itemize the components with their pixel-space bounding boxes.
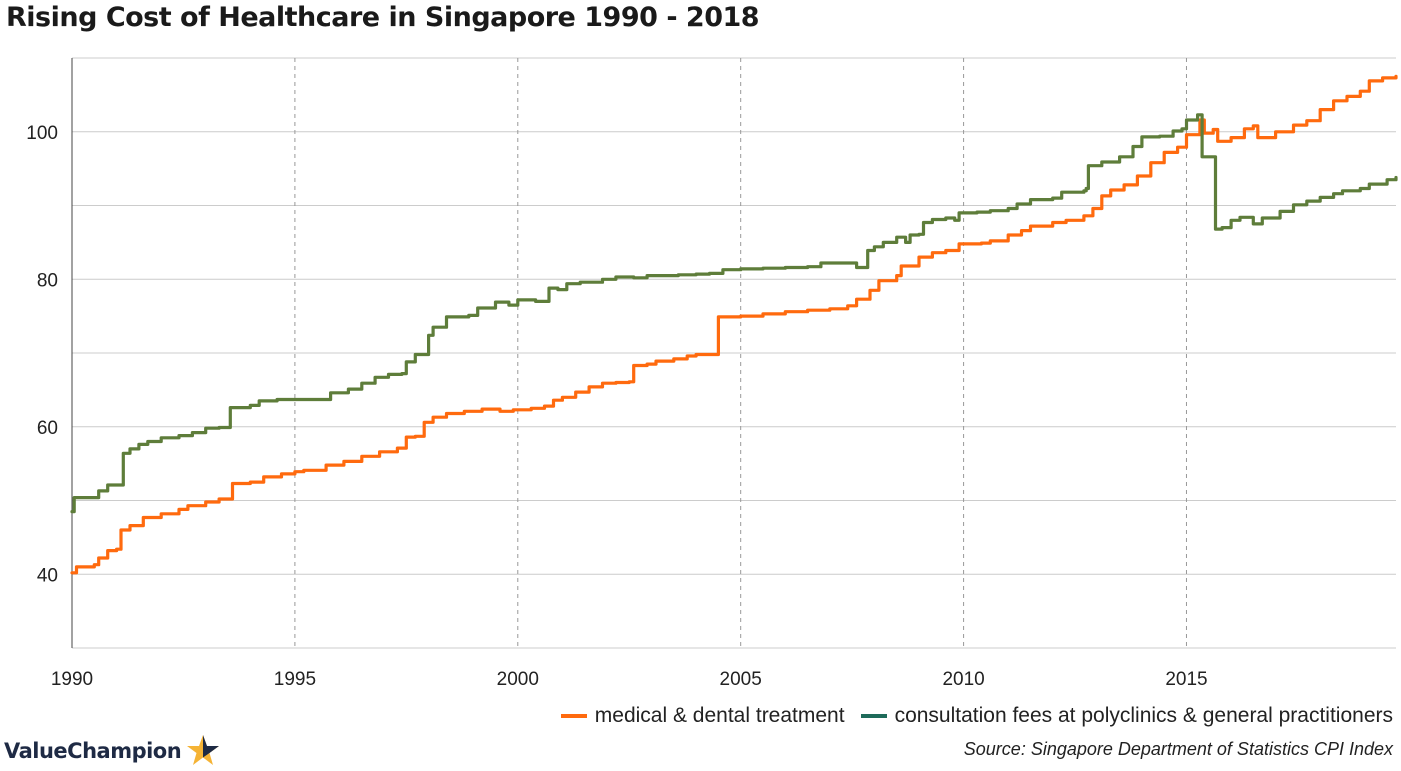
legend: medical & dental treatment consultation … [545, 704, 1393, 728]
valuechampion-logo: ValueChampion [4, 734, 221, 768]
legend-swatch-consultation [860, 714, 887, 718]
series-line-medical [70, 74, 1398, 575]
y-tick-label: 100 [26, 123, 58, 144]
x-tick-label: 2005 [720, 669, 762, 690]
legend-swatch-medical [560, 714, 587, 718]
legend-item-medical: medical & dental treatment [560, 704, 845, 728]
x-tick-label: 1990 [51, 669, 93, 690]
line-chart: 40 60 80 100 1990 1995 2000 2005 2010 2015 [26, 57, 1398, 690]
y-tick-label: 60 [37, 418, 58, 439]
logo-text: ValueChampion [4, 739, 182, 763]
star-icon [187, 735, 220, 765]
x-tick-label: 2015 [1165, 669, 1207, 690]
x-tick-label: 2000 [497, 669, 539, 690]
legend-label-medical: medical & dental treatment [594, 704, 845, 727]
chart-title: Rising Cost of Healthcare in Singapore 1… [6, 2, 760, 33]
legend-label-consultation: consultation fees at polyclinics & gener… [894, 704, 1393, 727]
x-tick-label: 2010 [942, 669, 984, 690]
legend-item-consultation: consultation fees at polyclinics & gener… [860, 704, 1393, 728]
x-tick-label: 1995 [274, 669, 316, 690]
source-note: Source: Singapore Department of Statisti… [963, 739, 1393, 759]
series-line-consultation [70, 113, 1398, 514]
y-tick-label: 40 [37, 565, 58, 586]
y-tick-label: 80 [37, 270, 58, 291]
